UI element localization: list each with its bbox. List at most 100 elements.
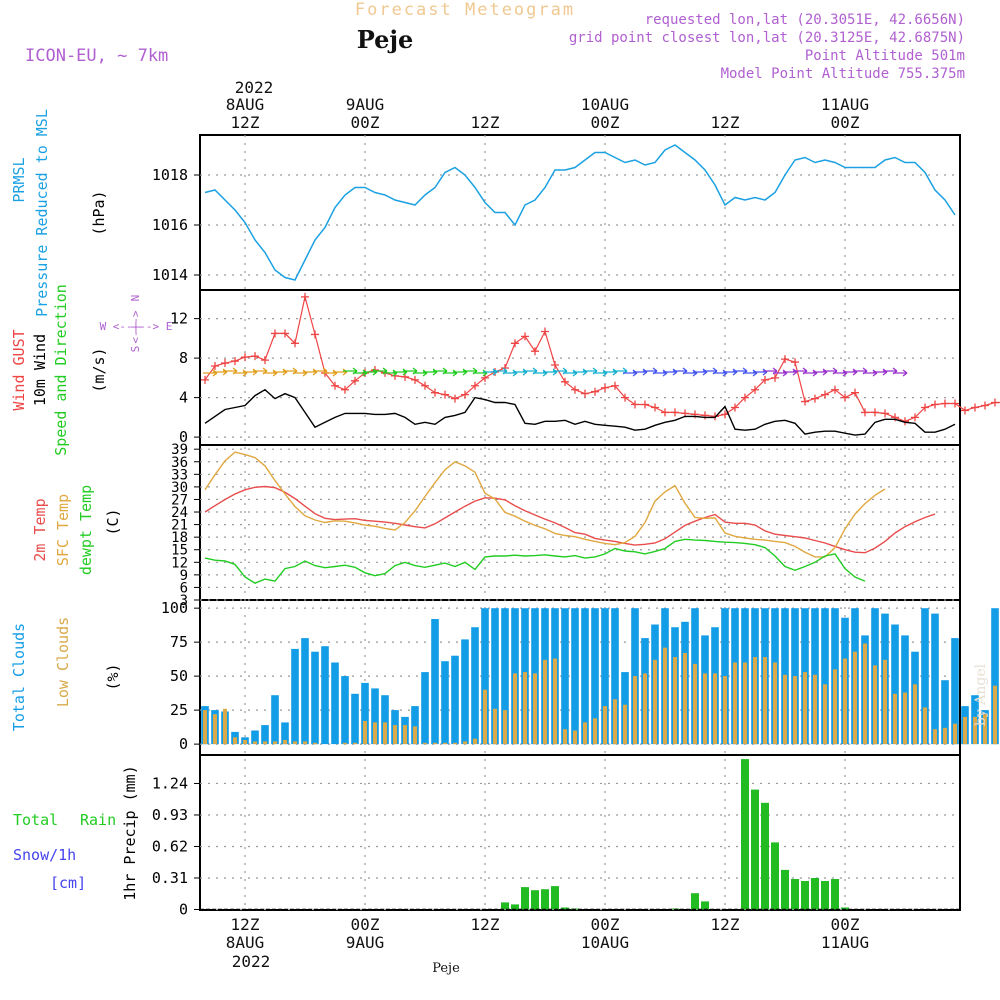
total-cloud-bar xyxy=(411,706,419,745)
label-wind-gust: Wind GUST xyxy=(10,329,28,410)
bottom-tick-date: 10AUG xyxy=(581,933,629,952)
low-cloud-bar xyxy=(373,722,377,745)
low-cloud-bar xyxy=(883,659,887,745)
low-cloud-bar xyxy=(303,741,307,745)
ytick-label: 50 xyxy=(170,667,188,685)
low-cloud-bar xyxy=(853,651,857,745)
low-cloud-bar xyxy=(653,659,657,745)
low-cloud-bar xyxy=(353,742,357,745)
label-prmsl: PRMSL xyxy=(10,157,28,202)
top-tick-hour: 00Z xyxy=(351,113,380,132)
low-cloud-bar xyxy=(313,742,317,745)
ytick-label: 27 xyxy=(171,492,188,508)
total-cloud-bar xyxy=(481,608,489,745)
gust-marker xyxy=(671,408,679,417)
low-cloud-bar xyxy=(463,741,467,745)
compass-rose: N <-|-> S W <--|--> E xyxy=(100,295,173,353)
gust-marker xyxy=(511,339,519,348)
total-cloud-bar xyxy=(431,619,439,745)
total-cloud-bar xyxy=(251,730,259,745)
label-snow-unit: [cm] xyxy=(50,874,86,892)
gust-marker xyxy=(951,399,959,408)
ytick-label: 30 xyxy=(171,480,188,496)
total-cloud-bar xyxy=(301,638,309,745)
low-cloud-bar xyxy=(263,741,267,745)
total-cloud-bar xyxy=(261,725,269,745)
gust-marker xyxy=(981,401,989,410)
low-cloud-bar xyxy=(833,669,837,745)
compass-south: S xyxy=(129,346,142,353)
panel-wind xyxy=(199,289,961,446)
total-cloud-bar xyxy=(951,638,959,745)
low-cloud-bar xyxy=(733,662,737,745)
low-cloud-bar xyxy=(453,742,457,745)
ytick-label: 12 xyxy=(171,555,188,571)
low-cloud-bar xyxy=(863,643,867,745)
total-cloud-bar xyxy=(561,608,569,745)
low-cloud-bar xyxy=(523,672,527,745)
wind-direction-arrow xyxy=(203,369,218,377)
gust-marker xyxy=(991,398,999,407)
low-cloud-bar xyxy=(703,673,707,745)
low-cloud-bar xyxy=(673,657,677,745)
gust-line xyxy=(204,296,1000,422)
bottom-tick-hour: 00Z xyxy=(831,915,860,934)
panel-temperature xyxy=(199,444,961,601)
compass-north: N xyxy=(129,295,142,302)
top-year: 2022 xyxy=(235,78,274,97)
low-cloud-bar xyxy=(253,741,257,745)
gust-marker xyxy=(731,403,739,412)
axis-labels: 12Z8AUG12Z8AUG00Z9AUG00Z9AUG12Z12Z00Z10A… xyxy=(152,95,869,952)
low-cloud-bar xyxy=(543,659,547,745)
ytick-label: 0 xyxy=(179,735,188,753)
gust-marker xyxy=(301,292,309,301)
top-tick-hour: 12Z xyxy=(471,113,500,132)
gust-marker xyxy=(751,385,759,394)
total-cloud-bar xyxy=(501,608,509,745)
gust-marker xyxy=(561,377,569,386)
low-cloud-bar xyxy=(923,707,927,745)
ytick-label: 75 xyxy=(170,633,188,651)
total-cloud-bar xyxy=(601,608,609,745)
total-cloud-bar xyxy=(591,608,599,745)
low-cloud-bar xyxy=(623,704,627,745)
total-cloud-bar xyxy=(581,608,589,745)
total-cloud-bar xyxy=(291,648,299,745)
low-cloud-bar xyxy=(933,729,937,745)
gust-marker xyxy=(721,410,729,419)
low-cloud-bar xyxy=(483,689,487,745)
sfc-temp-line xyxy=(204,451,886,558)
low-cloud-bar xyxy=(203,710,207,745)
ytick-label: 0.31 xyxy=(152,869,188,887)
bottom-tick-hour: 12Z xyxy=(711,915,740,934)
dewpt-line xyxy=(204,538,866,584)
rain-bar xyxy=(501,902,509,910)
gust-marker xyxy=(871,408,879,417)
low-cloud-bar xyxy=(433,742,437,745)
wind-direction-arrow xyxy=(893,369,908,377)
gust-marker xyxy=(661,408,669,417)
gust-marker xyxy=(811,394,819,403)
low-cloud-bar xyxy=(713,673,717,745)
gust-marker xyxy=(611,381,619,390)
ylabel-precip: 1hr Precip (mm) xyxy=(121,765,139,900)
top-tick-date: 8AUG xyxy=(226,95,265,114)
top-tick-date: 9AUG xyxy=(346,95,385,114)
low-cloud-bar xyxy=(913,684,917,745)
low-cloud-bar xyxy=(803,672,807,745)
gust-marker xyxy=(291,339,299,348)
low-cloud-bar xyxy=(813,674,817,745)
label-dewpt-temp: dewpt Temp xyxy=(77,485,95,575)
total-cloud-bar xyxy=(471,627,479,745)
ytick-label: 24 xyxy=(171,505,188,521)
low-cloud-bar xyxy=(513,673,517,745)
top-tick-hour: 00Z xyxy=(591,113,620,132)
gust-marker xyxy=(251,352,259,361)
rain-bar xyxy=(741,759,749,910)
low-cloud-bar xyxy=(693,663,697,745)
bottom-year: 2022 xyxy=(232,952,271,971)
ytick-label: 8 xyxy=(179,349,188,367)
low-cloud-bar xyxy=(493,708,497,745)
bottom-tick-hour: 12Z xyxy=(471,915,500,934)
